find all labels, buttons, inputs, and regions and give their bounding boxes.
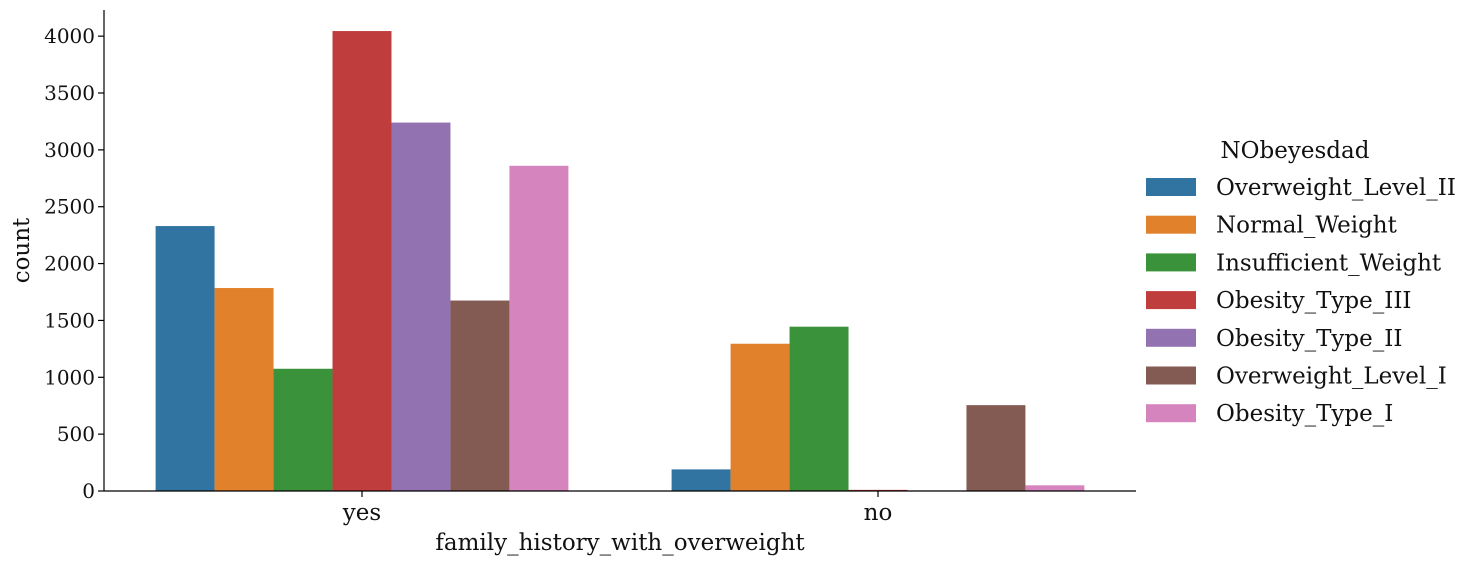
bar-normal-weight-no: [730, 343, 790, 491]
y-axis-label: count: [9, 217, 35, 283]
bar-insufficient-weight-yes: [273, 368, 333, 491]
bar-overweight-level-i-yes: [450, 300, 510, 491]
legend-label: Obesity_Type_II: [1216, 326, 1402, 352]
bars-group: [155, 31, 1085, 492]
legend-title: NObeyesdad: [1221, 138, 1370, 164]
y-tick-label: 3000: [44, 138, 95, 162]
legend-swatch: [1146, 178, 1196, 196]
bar-obesity-type-ii-yes: [391, 122, 451, 492]
bar-insufficient-weight-no: [789, 326, 849, 491]
bar-overweight-level-ii-no: [671, 469, 731, 491]
y-tick-label: 4000: [44, 24, 95, 48]
legend: NObeyesdad Overweight_Level_II Normal_Wei…: [1146, 138, 1456, 427]
bar-overweight-level-ii-yes: [155, 226, 215, 491]
legend-label: Normal_Weight: [1216, 213, 1398, 239]
legend-swatch: [1146, 328, 1196, 347]
legend-label: Overweight_Level_II: [1216, 175, 1456, 201]
legend-label: Insufficient_Weight: [1216, 250, 1442, 276]
y-tick-label: 2500: [44, 195, 95, 219]
x-tick-label: no: [864, 500, 893, 526]
bar-normal-weight-yes: [214, 288, 274, 491]
bar-overweight-level-i-no: [966, 405, 1026, 491]
legend-swatch: [1146, 291, 1196, 310]
legend-swatch: [1146, 404, 1196, 423]
y-tick-label: 1000: [44, 365, 95, 389]
y-tick-label: 3500: [44, 81, 95, 105]
bar-obesity-type-i-yes: [509, 165, 569, 492]
legend-swatch: [1146, 253, 1196, 272]
legend-label: Obesity_Type_III: [1216, 288, 1412, 314]
x-axis-ticks: yes no: [342, 491, 893, 526]
y-tick-label: 1500: [44, 308, 95, 332]
bar-obesity-type-i-no: [1025, 485, 1085, 491]
bar-obesity-type-iii-yes: [332, 31, 392, 491]
x-tick-label: yes: [342, 500, 381, 526]
legend-swatch: [1146, 366, 1196, 385]
y-tick-label: 0: [82, 479, 95, 503]
y-axis-ticks: 0 500 1000 1500 2000 2500 3000 3500 4000: [44, 24, 104, 503]
y-tick-label: 500: [57, 422, 95, 446]
legend-swatch: [1146, 215, 1196, 234]
y-tick-label: 2000: [44, 252, 95, 276]
legend-label: Obesity_Type_I: [1216, 401, 1393, 427]
legend-label: Overweight_Level_I: [1216, 364, 1447, 390]
x-axis-label: family_history_with_overweight: [435, 530, 805, 556]
